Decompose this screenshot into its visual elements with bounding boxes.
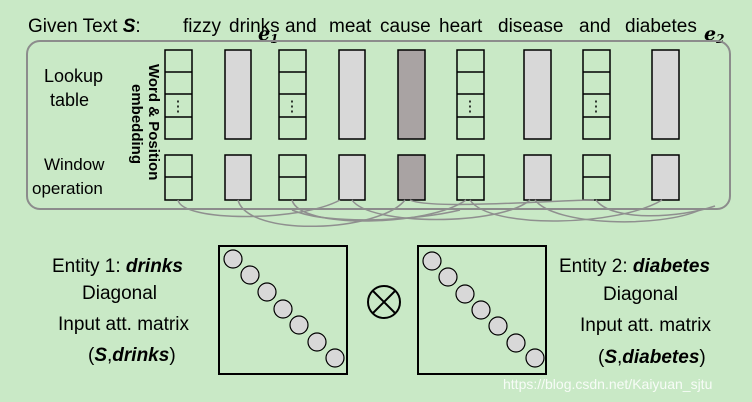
window-column-8: [582, 154, 611, 201]
entity2-matrix: [417, 245, 547, 375]
given-text-line: Given Text S:: [28, 16, 141, 37]
entity1-diagonal-cells: [223, 249, 345, 368]
entity2-diagonal-cells: [422, 251, 545, 368]
entity2-matrix-label: Input att. matrix: [580, 315, 711, 336]
lookup-column-1: [164, 49, 193, 140]
window-column-6: [456, 154, 485, 201]
svg-text:embedding: embedding: [128, 84, 145, 164]
word-heart: heart: [439, 16, 483, 37]
lookup-table-label: Lookup: [44, 66, 103, 86]
lookup-column-2: [224, 49, 252, 140]
window-column-7: [523, 154, 552, 201]
entity2-label: Entity 2: diabetes: [559, 256, 710, 277]
window-column-2: [224, 154, 252, 201]
window-operation-label: Window: [44, 155, 105, 174]
tensor-product-icon-stroke-2: [372, 290, 396, 314]
window-column-4: [338, 154, 366, 201]
ellipsis-8: ⋮: [589, 98, 604, 115]
entity1-label: Entity 1: drinks: [52, 256, 183, 277]
lookup-column-3: [278, 49, 307, 140]
entity2-marker: e2: [704, 23, 724, 46]
window-column-1: [164, 154, 193, 201]
word-and-1: and: [285, 16, 317, 37]
word-meat: meat: [329, 16, 372, 37]
entity2-argument: (S,diabetes): [598, 347, 706, 368]
lookup-column-7: [523, 49, 552, 140]
word-and-2: and: [579, 16, 611, 37]
lookup-column-8: [582, 49, 611, 140]
word-drinks: drinks: [229, 16, 280, 37]
ellipsis-1: ⋮: [171, 98, 186, 115]
ellipsis-6: ⋮: [463, 98, 478, 115]
lookup-column-5: [397, 49, 426, 140]
embedding-panel: [26, 40, 731, 210]
ellipsis-3: ⋮: [285, 98, 300, 115]
entity2-diagonal: Diagonal: [603, 284, 678, 305]
window-column-5: [397, 154, 426, 201]
entity1-matrix-label: Input att. matrix: [58, 314, 189, 335]
window-operation-label-2: operation: [32, 179, 103, 198]
window-column-3: [278, 154, 307, 201]
entity1-diagonal: Diagonal: [82, 283, 157, 304]
entity1-matrix: [218, 245, 348, 375]
lookup-column-4: [338, 49, 366, 140]
word-diabetes: diabetes: [625, 16, 697, 37]
tensor-product-icon: [367, 285, 401, 319]
svg-text:Word & Position: Word & Position: [145, 64, 162, 180]
lookup-table-label-2: table: [50, 90, 89, 110]
word-fizzy: fizzy: [183, 16, 222, 37]
lookup-column-6: [456, 49, 485, 140]
word-disease: disease: [498, 16, 564, 37]
entity1-argument: (S,drinks): [88, 345, 176, 366]
entity1-marker: e1: [258, 23, 278, 46]
window-connectors: [177, 199, 716, 228]
word-cause: cause: [380, 16, 431, 37]
watermark: https://blog.csdn.net/Kaiyuan_sjtu: [503, 376, 712, 392]
vertical-embedding-label: Word & Position embedding: [128, 64, 162, 180]
lookup-column-9: [651, 49, 680, 140]
window-column-9: [651, 154, 680, 201]
